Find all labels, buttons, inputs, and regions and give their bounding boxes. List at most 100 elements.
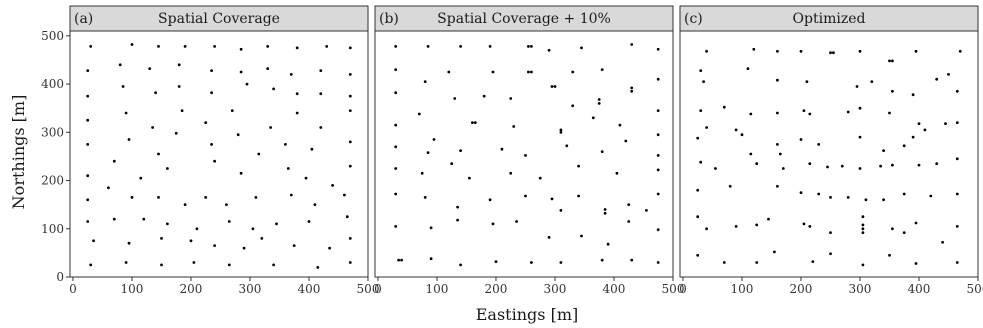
data-point: [603, 208, 607, 211]
data-point: [714, 167, 717, 170]
data-point: [488, 45, 492, 48]
data-point: [107, 186, 110, 190]
x-tick-label: 0: [69, 282, 77, 296]
plot-area: [679, 30, 979, 278]
data-point: [456, 218, 459, 222]
data-point: [858, 167, 862, 170]
data-point: [348, 73, 352, 76]
data-point: [400, 258, 403, 262]
x-tick-label: 200: [180, 282, 203, 296]
data-point: [500, 147, 504, 151]
data-point: [148, 67, 152, 70]
data-point: [284, 143, 287, 146]
data-point: [491, 70, 495, 74]
data-point: [776, 49, 779, 53]
x-tick-label: 300: [849, 282, 872, 296]
data-point: [902, 192, 906, 196]
data-point: [696, 253, 700, 257]
data-point: [242, 246, 246, 250]
panel-3: (c) Optimized 0 100 200 300 400 500: [679, 5, 983, 296]
data-point: [130, 43, 134, 46]
data-point: [213, 45, 217, 48]
data-point: [174, 131, 178, 135]
data-point: [459, 45, 462, 48]
data-point: [955, 121, 959, 124]
data-point: [882, 198, 885, 202]
data-point: [348, 94, 352, 98]
data-point: [767, 217, 770, 221]
x-tick-label: 400: [908, 282, 931, 296]
data-point: [553, 85, 557, 88]
data-point: [799, 191, 803, 195]
y-axis-title: Northings [m]: [9, 95, 28, 210]
data-point: [656, 133, 660, 137]
data-point: [705, 126, 708, 129]
data-point: [627, 203, 631, 207]
data-point: [459, 263, 462, 267]
data-point: [591, 116, 595, 120]
data-point: [275, 222, 278, 226]
data-point: [166, 222, 169, 226]
y-tick-label: 300: [41, 125, 64, 139]
x-tick-label: 0: [374, 282, 382, 296]
data-point: [189, 239, 193, 243]
data-point: [429, 226, 433, 230]
panel-tag: (b): [379, 11, 399, 27]
data-point: [89, 45, 93, 48]
data-point: [923, 128, 927, 132]
data-point: [755, 261, 759, 264]
data-point: [802, 222, 806, 226]
data-point: [955, 192, 959, 196]
data-point: [914, 262, 918, 265]
data-point: [316, 266, 320, 269]
x-tick-label: 300: [239, 282, 262, 296]
data-point: [630, 258, 634, 262]
data-point: [944, 122, 947, 125]
data-point: [204, 121, 208, 124]
data-point: [580, 234, 583, 238]
data-point: [935, 77, 939, 81]
x-tick-label: 200: [485, 282, 508, 296]
data-point: [817, 143, 821, 146]
data-point: [491, 222, 495, 226]
data-point: [630, 86, 634, 90]
data-point: [656, 154, 660, 157]
data-point: [307, 220, 311, 223]
y-tick-label: 200: [41, 174, 64, 188]
y-tick-label: 500: [41, 29, 64, 43]
data-point: [230, 109, 234, 112]
data-point: [348, 164, 352, 168]
data-point: [891, 163, 894, 167]
data-point: [911, 135, 915, 139]
data-point: [530, 70, 533, 74]
data-point: [180, 109, 184, 112]
data-point: [776, 184, 779, 188]
data-point: [118, 63, 122, 67]
data-point: [722, 105, 726, 109]
data-point: [86, 198, 90, 202]
data-point: [829, 252, 832, 256]
data-point: [204, 196, 208, 199]
data-point: [941, 240, 944, 244]
panel-strip: [679, 5, 979, 32]
data-point: [257, 152, 261, 156]
data-point: [550, 197, 554, 201]
data-point: [879, 164, 882, 168]
data-point: [615, 171, 619, 175]
data-point: [755, 162, 759, 166]
data-point: [295, 111, 299, 115]
data-point: [92, 239, 95, 243]
data-point: [656, 192, 660, 196]
data-point: [524, 154, 527, 157]
data-point: [728, 184, 732, 188]
data-point: [348, 109, 352, 112]
data-point: [722, 261, 726, 264]
data-point: [509, 97, 513, 100]
data-point: [696, 188, 700, 192]
x-tick-label: 400: [298, 282, 321, 296]
data-point: [565, 144, 569, 148]
data-point: [734, 128, 738, 132]
data-point: [808, 225, 812, 228]
data-point: [225, 203, 228, 207]
data-point: [571, 104, 575, 108]
